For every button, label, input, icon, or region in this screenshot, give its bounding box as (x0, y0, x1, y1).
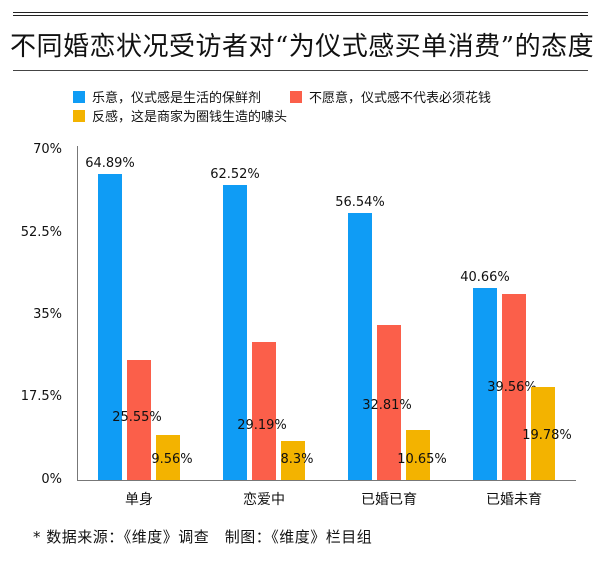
bar-averse (156, 435, 180, 480)
x-label: 已婚已育 (361, 492, 417, 508)
bar-averse (531, 387, 555, 480)
legend-label: 反感，这是商家为圈钱生造的噱头 (92, 110, 288, 125)
bar-willing (473, 288, 497, 480)
bar-unwilling (377, 325, 401, 480)
x-axis-line (77, 480, 576, 481)
bar-value-label: 32.81% (362, 398, 412, 413)
legend-swatch-red (290, 91, 302, 103)
bar-averse (406, 430, 430, 480)
x-label: 已婚未育 (486, 492, 542, 508)
bar-value-label: 9.56% (151, 452, 193, 467)
bar-unwilling (127, 360, 151, 480)
bar-value-label: 8.3% (280, 452, 314, 467)
x-label: 恋爱中 (243, 492, 285, 508)
source-note: * 数据来源：《维度》调查 制图：《维度》栏目组 (33, 528, 373, 546)
legend-label: 不愿意，仪式感不代表必须花钱 (309, 91, 492, 106)
y-axis-line (77, 146, 78, 481)
bar-value-label: 19.78% (522, 428, 572, 443)
bar-value-label: 40.66% (460, 270, 510, 285)
bar-unwilling (502, 294, 526, 480)
legend-label: 乐意，仪式感是生活的保鲜剂 (92, 91, 262, 106)
x-label: 单身 (125, 492, 153, 508)
bar-willing (98, 174, 122, 480)
bar-value-label: 56.54% (335, 195, 385, 210)
legend-swatch-yellow (73, 110, 85, 122)
title-underline (13, 70, 588, 71)
bar-unwilling (252, 342, 276, 480)
bar-value-label: 25.55% (112, 410, 162, 425)
bar-value-label: 64.89% (85, 156, 135, 171)
y-tick: 70% (33, 142, 62, 157)
y-tick: 17.5% (20, 389, 62, 404)
legend-item-averse: 反感，这是商家为圈钱生造的噱头 (73, 110, 288, 125)
bar-willing (223, 185, 247, 480)
bar-value-label: 62.52% (210, 167, 260, 182)
bar-value-label: 39.56% (487, 380, 537, 395)
top-rule-1 (13, 12, 588, 13)
y-tick: 52.5% (20, 225, 62, 240)
legend-swatch-blue (73, 91, 85, 103)
legend-item-willing: 乐意，仪式感是生活的保鲜剂 (73, 91, 262, 106)
bar-value-label: 29.19% (237, 418, 287, 433)
bar-value-label: 10.65% (397, 452, 447, 467)
legend-item-unwilling: 不愿意，仪式感不代表必须花钱 (290, 91, 492, 106)
chart-title: 不同婚恋状况受访者对“为仪式感买单消费”的态度 (10, 32, 595, 62)
y-tick: 0% (41, 472, 62, 487)
bar-averse (281, 441, 305, 480)
y-tick: 35% (33, 307, 62, 322)
bar-willing (348, 213, 372, 480)
top-rule-2 (13, 15, 588, 16)
